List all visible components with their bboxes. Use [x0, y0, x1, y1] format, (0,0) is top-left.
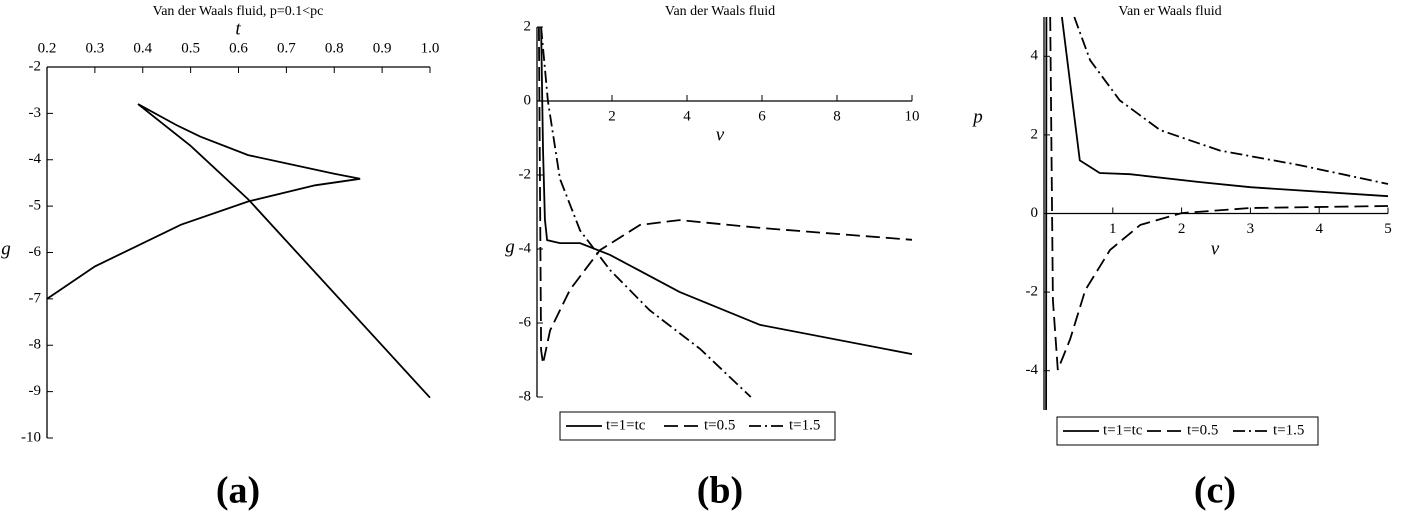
- series-line: [538, 26, 913, 364]
- legend-box: [1056, 416, 1319, 446]
- chart-title: Van er Waals fluid: [1118, 4, 1221, 19]
- y-tick-label: -5: [29, 198, 42, 214]
- series-line: [46, 103, 431, 399]
- x-tick-label: 8: [833, 108, 841, 124]
- series-line: [540, 26, 913, 355]
- x-axis-label: v: [716, 124, 725, 145]
- y-tick-label: -2: [519, 166, 532, 182]
- y-tick-label: -4: [519, 240, 532, 256]
- x-tick-label: 6: [758, 108, 766, 124]
- y-tick-label: -4: [29, 151, 42, 167]
- chart-title: Van der Waals fluid: [665, 4, 775, 19]
- x-tick-label: 1.0: [421, 40, 440, 56]
- legend-label: t=0.5: [1187, 422, 1218, 438]
- x-tick-label: 0.5: [181, 40, 200, 56]
- y-tick-label: 4: [1031, 48, 1039, 64]
- y-tick-label: -8: [29, 337, 42, 353]
- y-axis-label: g: [505, 236, 515, 257]
- x-tick-label: 4: [1315, 221, 1323, 237]
- x-tick-label: 0.4: [133, 40, 152, 56]
- x-tick-label: 0.6: [229, 40, 248, 56]
- x-tick-label: 5: [1384, 221, 1392, 237]
- x-axis-label: t: [235, 18, 241, 39]
- series-line: [540, 26, 752, 398]
- x-tick-label: 1: [1109, 221, 1117, 237]
- chart-title: Van der Waals fluid, p=0.1<pc: [153, 4, 324, 19]
- y-tick-label: -6: [519, 314, 532, 330]
- x-tick-label: 0.9: [373, 40, 392, 56]
- y-tick-label: -10: [21, 429, 41, 445]
- x-tick-label: 0.2: [38, 40, 57, 56]
- x-tick-label: 10: [905, 108, 920, 124]
- y-tick-label: -8: [519, 388, 532, 404]
- y-tick-label: 0: [524, 92, 532, 108]
- y-tick-label: -2: [1026, 284, 1039, 300]
- x-axis-label: v: [1211, 238, 1220, 259]
- y-tick-label: -9: [29, 383, 42, 399]
- y-tick-label: 0: [1031, 205, 1039, 221]
- series-line: [1073, 16, 1389, 185]
- panel-label: (a): [216, 470, 260, 512]
- x-tick-label: 0.7: [277, 40, 296, 56]
- y-tick-label: -3: [29, 105, 42, 121]
- x-tick-label: 0.3: [86, 40, 105, 56]
- legend-label: t=0.5: [704, 417, 735, 433]
- y-tick-label: -2: [29, 58, 42, 74]
- series-line: [1045, 16, 1389, 411]
- x-tick-label: 2: [608, 108, 616, 124]
- legend-label: t=1.5: [789, 417, 820, 433]
- panel-label: (c): [1194, 470, 1236, 512]
- legend-label: t=1=tc: [1103, 422, 1143, 438]
- y-tick-label: -6: [29, 244, 42, 260]
- y-tick-label: 2: [1031, 126, 1039, 142]
- x-tick-label: 2: [1178, 221, 1186, 237]
- panel-label: (b): [697, 470, 743, 512]
- y-axis-label: p: [971, 106, 983, 127]
- legend-label: t=1.5: [1273, 422, 1304, 438]
- y-tick-label: -4: [1026, 362, 1039, 378]
- y-tick-label: 2: [524, 18, 532, 34]
- x-tick-label: 0.8: [325, 40, 344, 56]
- y-axis-label: g: [1, 238, 11, 259]
- x-tick-label: 3: [1247, 221, 1255, 237]
- legend-label: t=1=tc: [606, 417, 646, 433]
- x-tick-label: 4: [683, 108, 691, 124]
- series-line: [1049, 16, 1389, 371]
- y-tick-label: -7: [29, 290, 42, 306]
